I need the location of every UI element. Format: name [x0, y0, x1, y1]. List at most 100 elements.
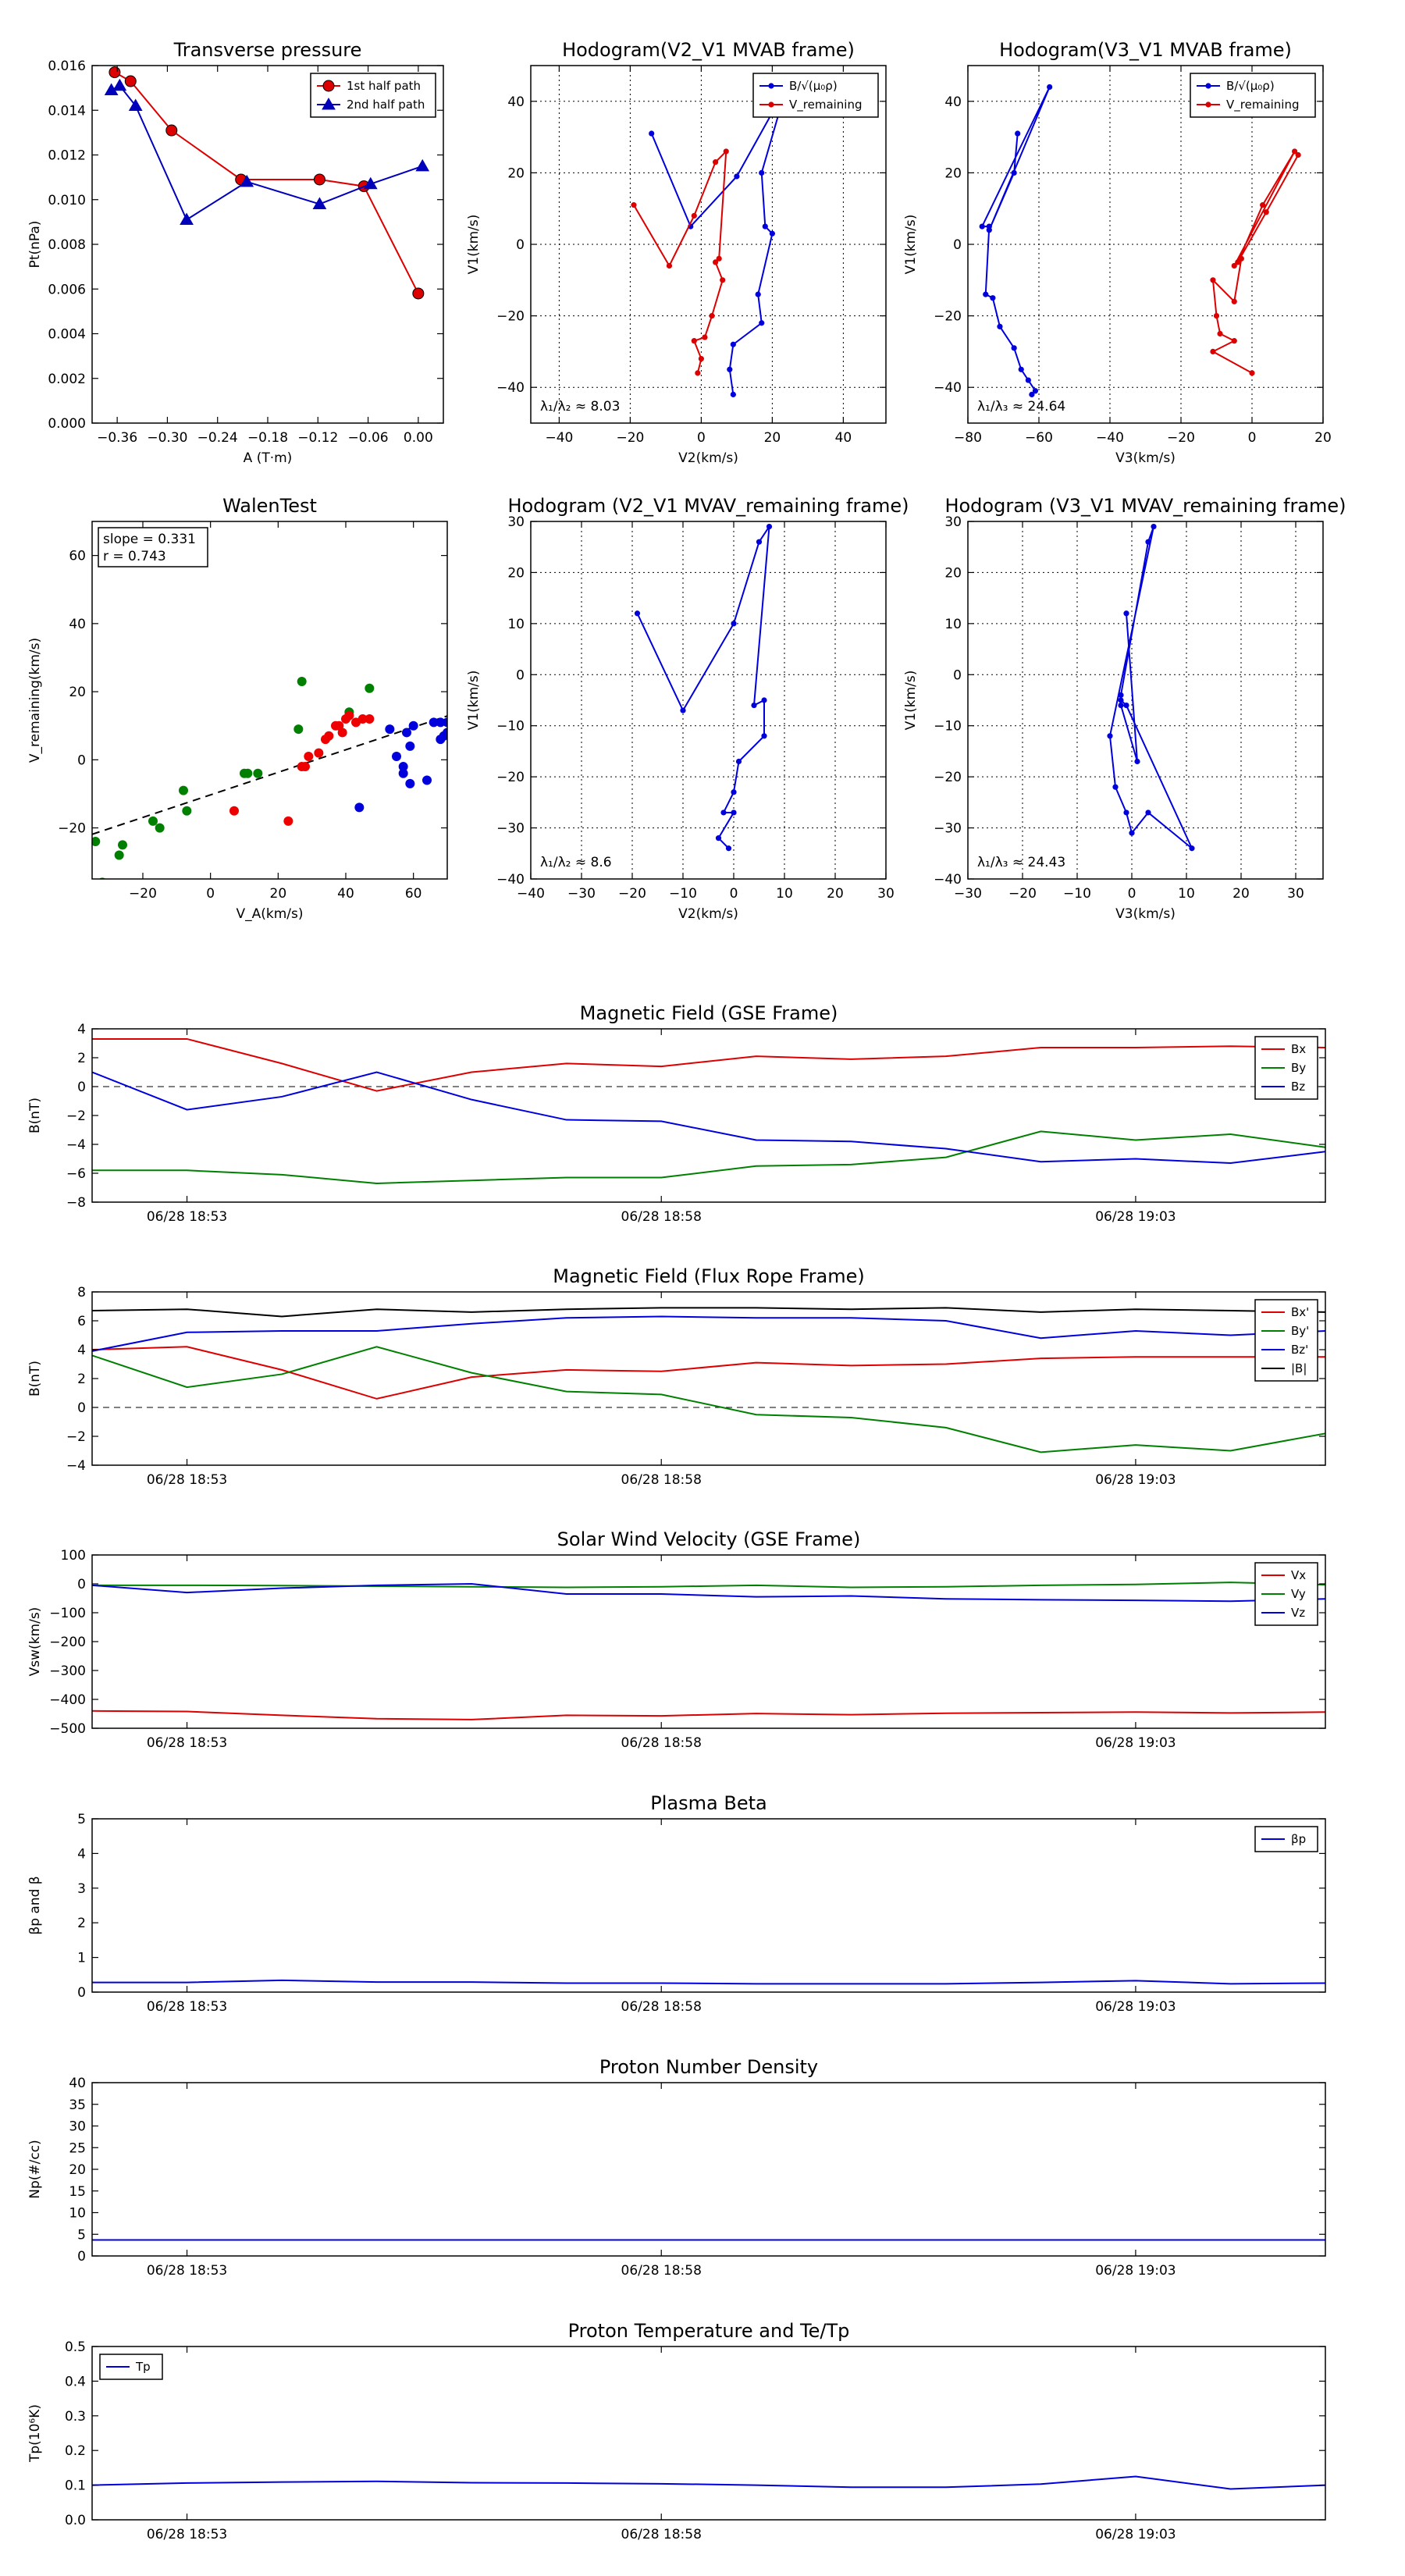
- y-tick-label: −40: [496, 872, 525, 888]
- data-point-0-10: [720, 809, 727, 816]
- data-point-2-6: [405, 778, 415, 788]
- data-point-0-4: [313, 173, 325, 186]
- data-point-3-0: [354, 802, 365, 813]
- x-tick-label: −0.12: [297, 430, 338, 446]
- data-point-0-12: [715, 835, 722, 841]
- plot-area: [92, 677, 447, 879]
- x-tick-label: 0: [697, 430, 706, 446]
- series-line-2: [92, 1582, 1325, 1603]
- data-point-0-4: [766, 523, 773, 530]
- x-tick-label: 20: [1232, 886, 1250, 902]
- y-tick-label: 3: [77, 1881, 86, 1897]
- y-tick-label: 4: [77, 1343, 86, 1358]
- series-line-1: [92, 1346, 1325, 1453]
- chart-bgse: 06/28 18:53 06/28 18:58 06/28 19:03 −8 −6 −4 −…: [27, 1002, 1326, 1225]
- data-point-0-9: [243, 768, 253, 778]
- data-point-1-9: [702, 334, 708, 340]
- y-tick-label: 15: [69, 2184, 86, 2200]
- y-axis-label: V_remaining(km/s): [27, 638, 43, 763]
- x-axis-label: V2(km/s): [678, 906, 738, 922]
- y-tick-label: 20: [69, 2162, 86, 2178]
- x-tick-label: 06/28 18:58: [621, 2263, 702, 2279]
- y-tick-label: 4: [77, 1022, 86, 1037]
- data-point-2-1: [392, 751, 401, 761]
- legend-box: [1254, 1299, 1318, 1382]
- x-tick-label: −0.30: [147, 430, 187, 446]
- data-point-1-11: [1231, 338, 1237, 344]
- data-point-1-8: [1210, 277, 1216, 283]
- x-tick-label: 06/28 18:53: [147, 1735, 227, 1751]
- data-point-1-12: [1210, 348, 1216, 354]
- data-point-1-6: [363, 176, 378, 190]
- legend-label: V_remaining: [1226, 98, 1300, 112]
- legend-box: [1190, 73, 1316, 118]
- data-point-1-7: [1231, 298, 1237, 304]
- series-line-0: [92, 1710, 1325, 1720]
- data-point-0-11: [293, 724, 304, 735]
- data-point-0-4: [1145, 539, 1151, 545]
- data-point-1-5: [716, 255, 722, 262]
- x-tick-label: 40: [835, 430, 852, 446]
- legend-label: 1st half path: [347, 79, 421, 93]
- legend-label: Bx: [1291, 1042, 1306, 1056]
- legend-label: βp: [1291, 1832, 1306, 1846]
- y-tick-label: 2: [77, 1916, 86, 1931]
- y-tick-label: 0.014: [48, 103, 86, 119]
- data-point-0-14: [365, 683, 375, 693]
- series-line-0: [636, 525, 770, 849]
- series-line-0: [650, 86, 788, 395]
- legend: Bx By Bz: [1254, 1036, 1318, 1100]
- data-point-1-7: [324, 731, 334, 741]
- x-axis-label: V2(km/s): [678, 450, 738, 466]
- axes-frame: [530, 65, 887, 424]
- y-axis-label: Np(#/cc): [27, 2140, 43, 2198]
- plot-area: [92, 2475, 1325, 2490]
- x-tick-label: 06/28 18:58: [621, 1472, 702, 1488]
- data-point-0-3: [118, 840, 127, 850]
- x-tick-label: −0.18: [247, 430, 288, 446]
- y-tick-label: −200: [49, 1635, 86, 1650]
- data-point-0-12: [297, 677, 307, 687]
- data-point-0-4: [979, 223, 985, 229]
- x-tick-label: −0.36: [97, 430, 137, 446]
- x-tick-label: −20: [129, 886, 157, 902]
- data-point-1-4: [723, 148, 729, 155]
- chart-title: Proton Number Density: [599, 2056, 818, 2078]
- data-point-2-2: [398, 762, 408, 772]
- x-tick-label: 06/28 19:03: [1095, 1999, 1176, 2015]
- eigen-ratio-annotation: λ₁/λ₂ ≈ 8.03: [540, 399, 620, 415]
- series-line-1: [633, 149, 727, 374]
- data-point-1-1: [283, 816, 293, 826]
- data-point-0-11: [1025, 377, 1031, 383]
- plot-area: [92, 1307, 1325, 1453]
- axes-frame: [91, 1554, 1326, 1729]
- data-point-0-6: [983, 291, 989, 297]
- y-tick-label: −6: [66, 1166, 86, 1182]
- y-tick-label: −40: [934, 872, 962, 888]
- data-point-1-3: [1260, 202, 1266, 208]
- chart-title: Hodogram(V3_V1 MVAB frame): [999, 39, 1292, 61]
- legend: Bx' By' Bz' |B|: [1254, 1299, 1318, 1382]
- data-point-1-1: [1263, 209, 1269, 215]
- x-tick-label: 06/28 19:03: [1095, 2527, 1176, 2542]
- x-tick-label: −10: [669, 886, 697, 902]
- x-tick-label: 06/28 18:58: [621, 1999, 702, 2015]
- chart-title: Solar Wind Velocity (GSE Frame): [557, 1528, 861, 1550]
- x-axis-label: V_A(km/s): [236, 906, 303, 922]
- data-point-0-1: [680, 707, 686, 713]
- chart-np: 06/28 18:53 06/28 18:58 06/28 19:03 0 5 10 15 2…: [27, 2056, 1326, 2279]
- data-point-1-2: [691, 212, 697, 219]
- x-tick-label: 30: [1287, 886, 1304, 902]
- legend-label: Vy: [1291, 1587, 1306, 1601]
- data-point-1-5: [314, 748, 324, 758]
- y-tick-label: 10: [69, 2206, 86, 2222]
- data-point-1-4: [240, 174, 254, 187]
- chart-walen: −20 0 20 40 60 −20 0 20 40 60 WalenTest V_A(km/s) V_…: [27, 495, 448, 922]
- data-point-2-8: [422, 775, 432, 785]
- series-line-1: [1211, 151, 1300, 374]
- x-tick-label: 60: [405, 886, 422, 902]
- plot-area: [1107, 523, 1195, 852]
- y-tick-label: 2: [77, 1372, 86, 1387]
- y-tick-label: 30: [69, 2119, 86, 2135]
- data-point-2-0: [385, 724, 395, 735]
